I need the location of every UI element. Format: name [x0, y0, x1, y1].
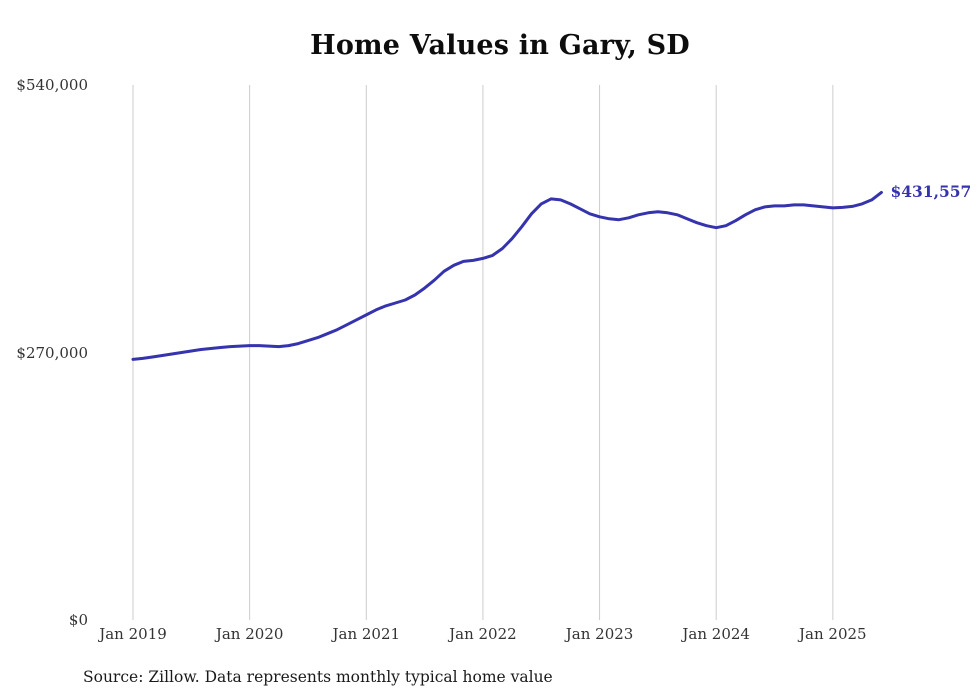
chart-title: Home Values in Gary, SD: [310, 30, 690, 61]
series-line: [131, 190, 883, 361]
x-tick-label: Jan 2024: [682, 625, 750, 643]
end-value-label: $431,557: [890, 182, 972, 202]
source-note: Source: Zillow. Data represents monthly …: [83, 668, 553, 686]
x-tick-label: Jan 2021: [332, 625, 401, 643]
x-tick-label: Jan 2020: [215, 625, 284, 643]
y-tick-label: $270,000: [16, 343, 88, 362]
y-tick-label: $0: [68, 611, 88, 629]
x-tick-label: Jan 2022: [449, 625, 517, 643]
x-tick-label: Jan 2019: [99, 625, 167, 643]
x-tick-label: Jan 2023: [565, 625, 634, 643]
x-tick-label: Jan 2025: [799, 625, 867, 643]
y-tick-label: $540,000: [16, 76, 88, 94]
